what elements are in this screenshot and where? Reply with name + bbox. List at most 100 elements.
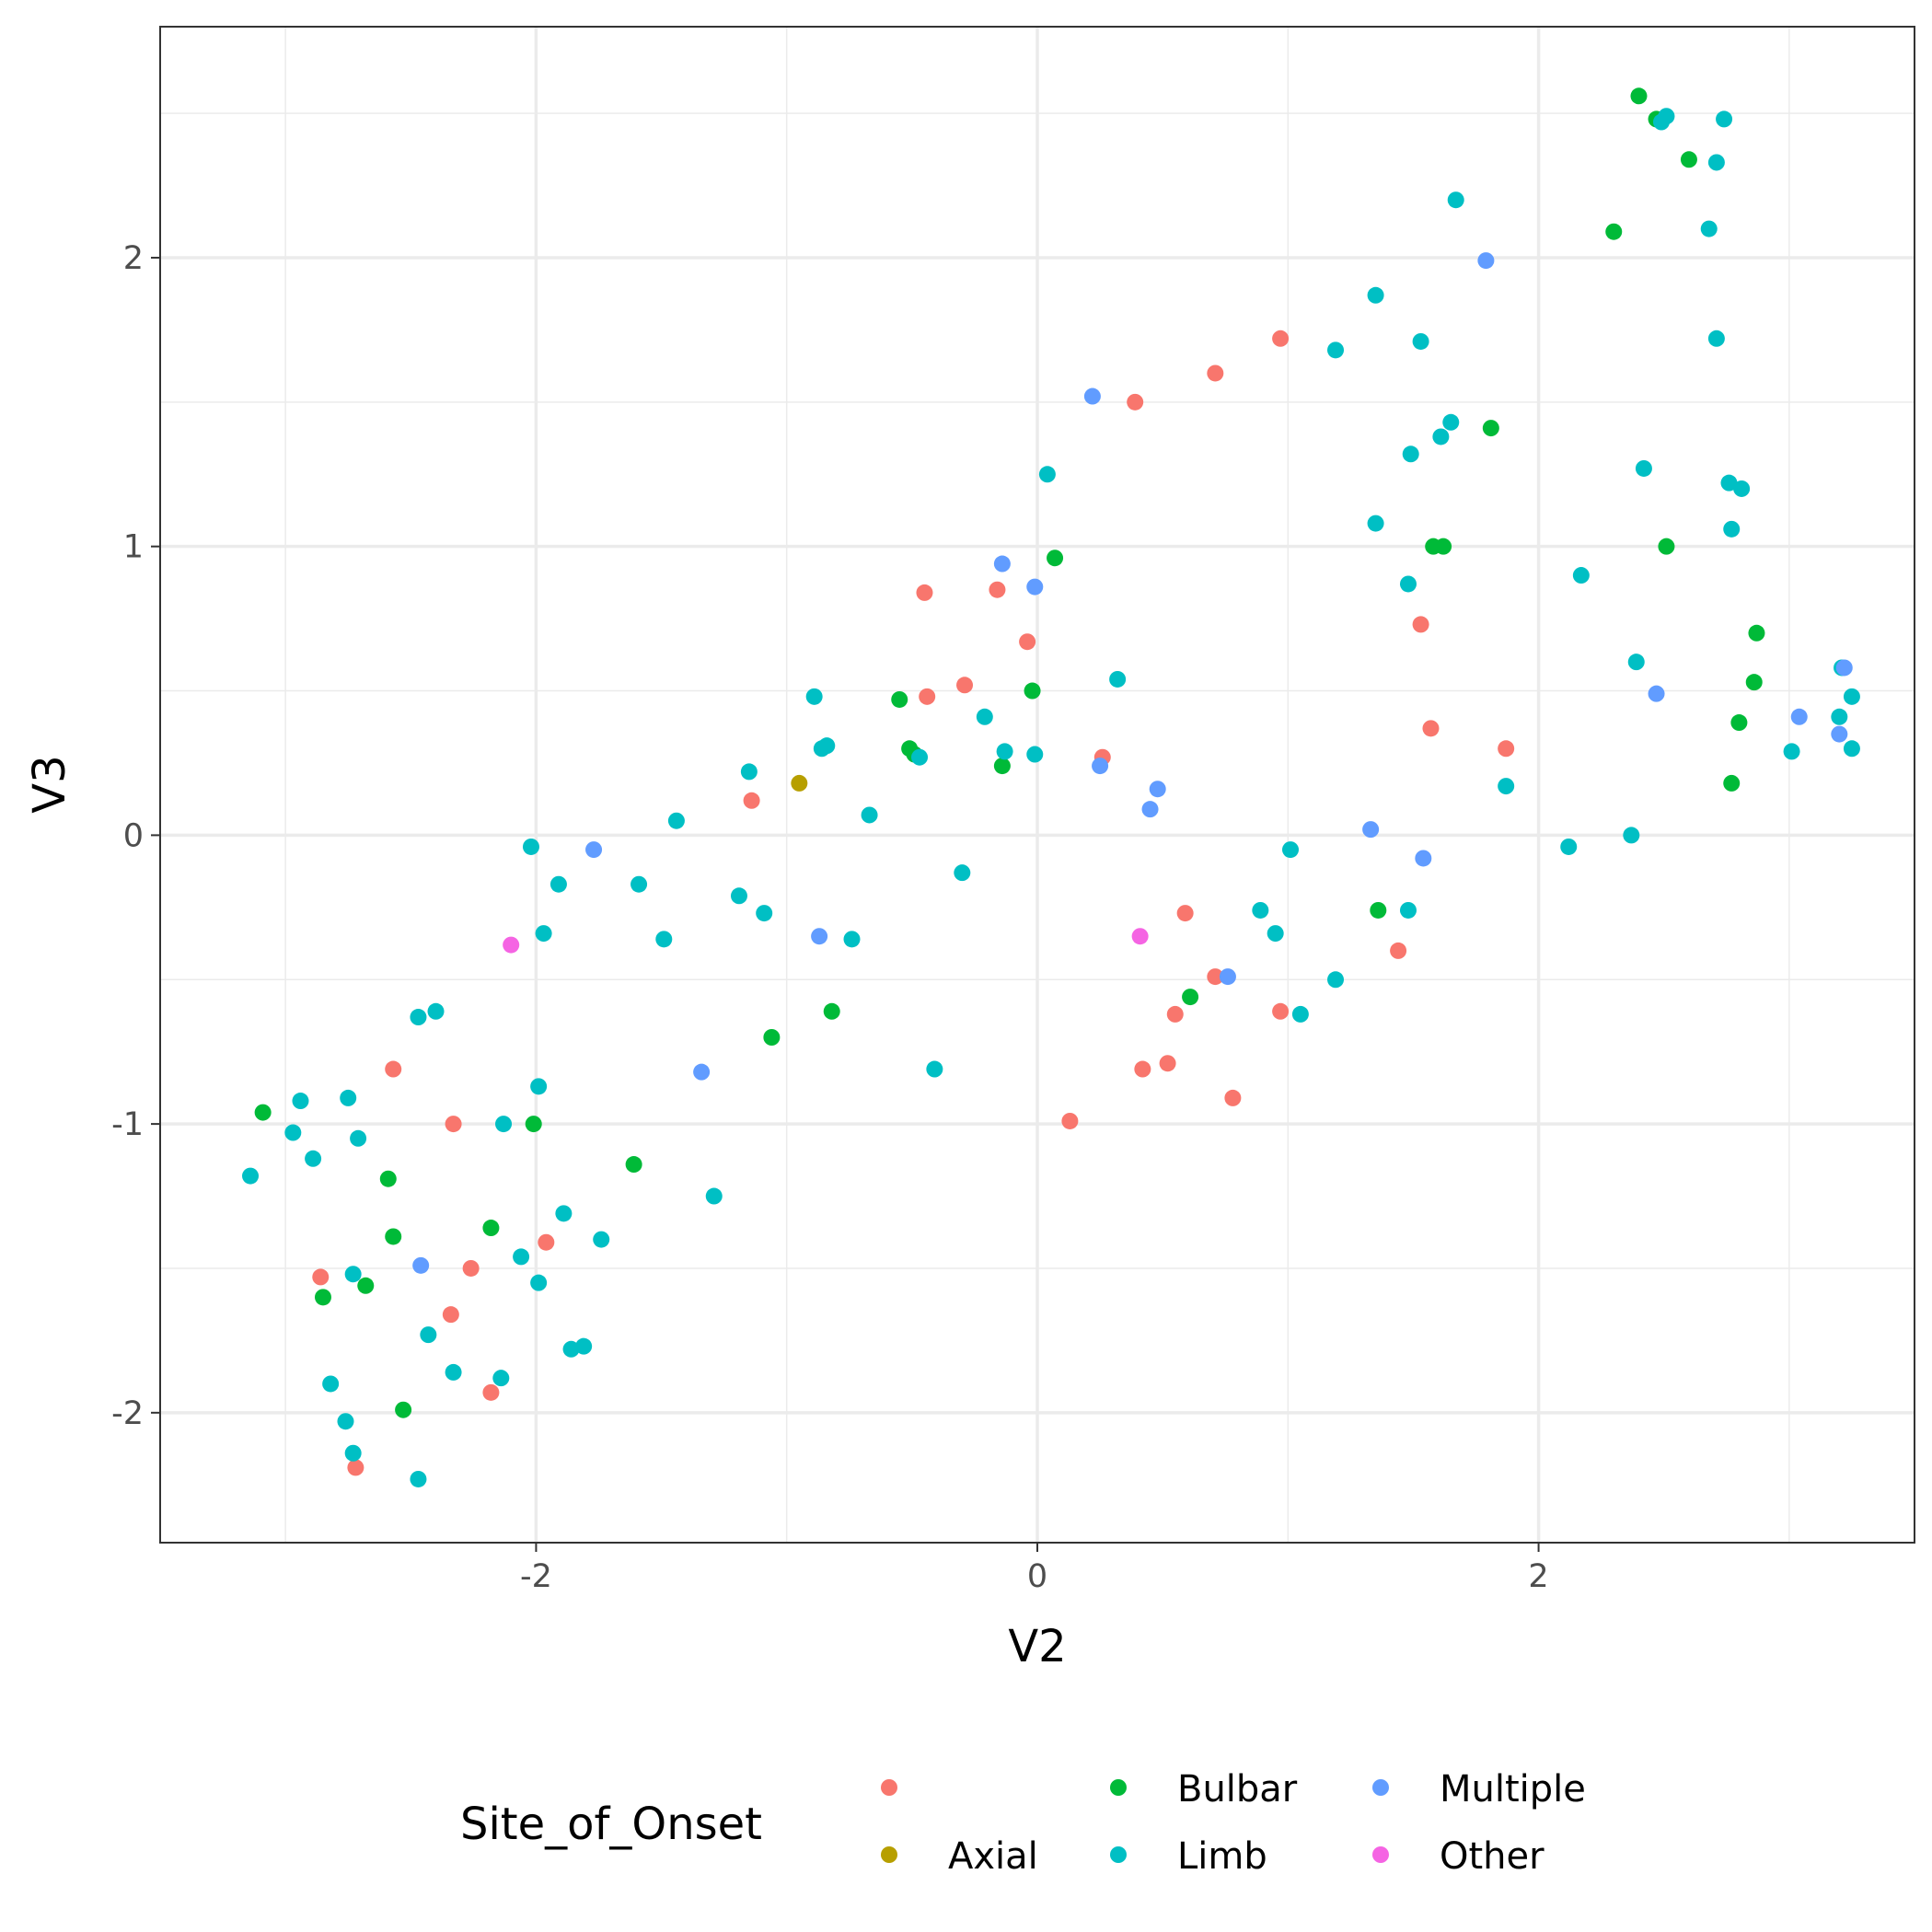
data-point-limb	[344, 1444, 362, 1462]
data-point-bulbar	[1435, 538, 1452, 555]
data-point-blank	[1224, 1089, 1242, 1106]
data-point-limb	[1282, 841, 1300, 859]
data-point-multiple	[1092, 758, 1109, 775]
data-point-limb	[1635, 459, 1652, 477]
legend-key-bulbar	[1110, 1779, 1127, 1796]
data-point-limb	[410, 1470, 427, 1487]
data-point-limb	[1327, 341, 1345, 359]
data-point-bulbar	[482, 1220, 500, 1237]
data-point-limb	[1572, 567, 1590, 584]
data-point-multiple	[993, 555, 1011, 573]
data-point-axial	[791, 774, 808, 792]
data-point-multiple	[1477, 252, 1495, 270]
x-tick-label: 0	[1027, 1558, 1047, 1595]
data-point-multiple	[811, 928, 828, 945]
data-point-limb	[1623, 827, 1640, 844]
data-point-blank	[956, 677, 974, 694]
legend-key-blank	[881, 1779, 897, 1796]
data-point-limb	[1267, 925, 1284, 943]
data-point-limb	[1843, 740, 1860, 758]
data-point-limb	[813, 740, 830, 758]
data-point-limb	[1783, 743, 1800, 760]
data-point-limb	[530, 1274, 548, 1291]
data-point-limb	[705, 1187, 723, 1205]
data-point-blank	[385, 1060, 402, 1078]
data-point-blank	[916, 584, 933, 601]
data-point-bulbar	[379, 1170, 397, 1187]
data-point-limb	[1700, 220, 1718, 237]
data-point-multiple	[1835, 659, 1853, 677]
data-point-multiple	[412, 1256, 430, 1274]
legend-label-axial: Axial	[948, 1835, 1038, 1878]
data-point-limb	[1432, 428, 1450, 445]
data-point-multiple	[693, 1063, 711, 1081]
data-point-multiple	[1831, 725, 1848, 743]
data-point-limb	[1327, 971, 1345, 989]
data-point-limb	[976, 708, 993, 725]
data-point-limb	[445, 1363, 462, 1381]
data-point-bulbar	[1680, 151, 1697, 168]
data-point-limb	[730, 887, 747, 905]
data-point-bulbar	[1482, 420, 1499, 437]
legend-entry-other: Other	[1372, 1835, 1544, 1878]
data-point-bulbar	[823, 1002, 840, 1020]
data-point-limb	[555, 1205, 573, 1222]
data-point-limb	[242, 1167, 260, 1185]
data-point-blank	[1390, 942, 1407, 959]
data-point-bulbar	[1630, 87, 1648, 105]
data-point-limb	[1843, 688, 1860, 705]
legend-label-other: Other	[1440, 1835, 1544, 1878]
data-point-blank	[1412, 616, 1429, 633]
data-point-limb	[535, 925, 552, 943]
data-point-bulbar	[625, 1156, 642, 1174]
data-point-limb	[1560, 838, 1578, 855]
data-point-bulbar	[1370, 901, 1387, 919]
data-point-limb	[305, 1150, 322, 1167]
data-point-limb	[1707, 154, 1725, 171]
data-point-blank	[1272, 330, 1290, 347]
data-point-limb	[996, 743, 1013, 760]
data-point-limb	[843, 931, 861, 948]
data-point-limb	[1026, 746, 1044, 763]
data-point-limb	[410, 1009, 427, 1026]
data-point-limb	[1498, 778, 1515, 795]
legend-key-multiple	[1372, 1779, 1389, 1796]
data-point-limb	[513, 1248, 530, 1266]
data-point-multiple	[1219, 968, 1236, 986]
data-point-limb	[1367, 515, 1384, 532]
data-point-multiple	[1362, 821, 1380, 839]
data-point-bulbar	[1182, 989, 1199, 1006]
data-point-limb	[631, 875, 648, 893]
data-point-limb	[1733, 480, 1751, 497]
data-point-limb	[550, 875, 567, 893]
y-axis-ticks: -2 -1 0 1 2	[111, 240, 160, 1432]
data-point-limb	[337, 1413, 354, 1430]
data-point-blank	[312, 1268, 330, 1286]
data-point-limb	[1831, 708, 1848, 725]
data-point-bulbar	[1748, 624, 1765, 642]
x-axis-title: V2	[1008, 1621, 1066, 1672]
legend-key-limb	[1110, 1846, 1127, 1863]
data-point-limb	[284, 1124, 302, 1141]
data-point-limb	[1412, 332, 1429, 350]
data-point-blank	[1207, 968, 1224, 986]
data-point-limb	[1402, 445, 1419, 463]
data-point-limb	[522, 838, 539, 855]
data-point-limb	[667, 812, 685, 829]
y-axis-title: V3	[24, 755, 75, 813]
data-point-bulbar	[763, 1029, 781, 1046]
data-point-blank	[445, 1116, 462, 1133]
data-point-multiple	[1149, 781, 1166, 798]
data-point-blank	[989, 581, 1006, 598]
data-point-limb	[655, 931, 673, 948]
data-point-blank	[1176, 905, 1194, 922]
data-point-limb	[756, 905, 773, 922]
data-point-bulbar	[1723, 774, 1741, 792]
data-point-bulbar	[254, 1104, 272, 1121]
data-point-other	[503, 936, 520, 954]
data-point-limb	[1447, 191, 1464, 209]
data-point-limb	[911, 748, 929, 766]
data-point-limb	[593, 1231, 610, 1248]
data-point-bulbar	[1745, 674, 1763, 691]
